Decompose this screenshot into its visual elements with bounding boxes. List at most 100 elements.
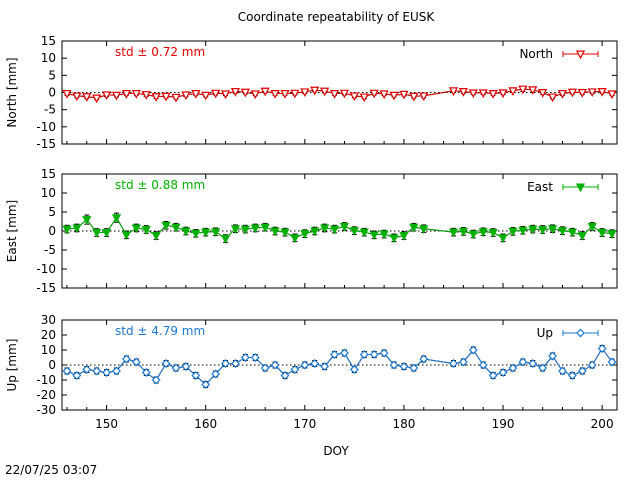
- data-point: [181, 227, 191, 237]
- data-point: [369, 89, 379, 99]
- data-point: [72, 371, 82, 380]
- y-tick-label: -5: [44, 103, 56, 117]
- y-tick-label: -10: [36, 373, 56, 387]
- data-point: [567, 228, 577, 238]
- timestamp: 22/07/25 03:07: [5, 463, 97, 477]
- data-point: [359, 93, 369, 103]
- data-point: [607, 357, 617, 367]
- data-point: [458, 227, 468, 237]
- y-tick-label: -10: [36, 120, 56, 134]
- data-point: [419, 225, 429, 234]
- data-point: [320, 87, 330, 97]
- data-point: [340, 348, 349, 358]
- y-axis-label: East [mm]: [5, 200, 19, 262]
- data-point: [379, 230, 389, 240]
- data-point: [280, 228, 290, 238]
- data-point: [82, 93, 92, 102]
- x-tick-label: 150: [95, 417, 118, 431]
- data-point: [349, 227, 359, 236]
- data-point: [191, 229, 201, 239]
- data-point: [389, 360, 399, 370]
- data-point: [300, 230, 310, 239]
- data-point: [201, 380, 211, 389]
- data-point: [240, 353, 250, 362]
- std-label: std ± 0.88 mm: [115, 178, 205, 192]
- data-point: [419, 92, 429, 102]
- y-tick-label: -10: [36, 262, 56, 276]
- y-tick-label: -20: [36, 388, 56, 402]
- data-point: [448, 228, 459, 238]
- data-point: [508, 227, 518, 237]
- data-point: [72, 224, 82, 234]
- data-point: [409, 363, 419, 373]
- legend-label: North: [519, 47, 553, 61]
- data-point: [92, 229, 102, 238]
- data-point: [181, 362, 191, 371]
- panel-north: -15 -10 -5 0 5 10 15 North [mm] std ± 0.72 mm Nor…: [5, 34, 618, 151]
- y-tick-label: -15: [36, 281, 56, 295]
- data-point: [240, 88, 250, 98]
- data-point: [567, 371, 577, 380]
- data-point: [181, 91, 191, 101]
- data-point: [557, 227, 568, 236]
- figure-title: Coordinate repeatability of EUSK: [238, 10, 436, 24]
- y-tick-label: 10: [41, 343, 56, 357]
- y-axis-label: Up [mm]: [5, 339, 19, 392]
- data-point: [359, 228, 369, 238]
- data-point: [320, 362, 330, 371]
- data-point: [369, 350, 379, 359]
- data-point: [300, 360, 310, 370]
- data-point: [161, 359, 171, 368]
- data-point: [92, 366, 102, 376]
- y-tick-label: 20: [41, 328, 56, 342]
- data-point: [458, 87, 468, 97]
- data-point: [82, 216, 92, 225]
- data-point: [587, 360, 597, 370]
- y-tick-label: 30: [41, 313, 56, 327]
- series-line: [66, 347, 613, 386]
- data-point: [577, 89, 587, 98]
- data-point: [220, 235, 231, 244]
- data-point: [112, 366, 121, 376]
- data-point: [230, 87, 241, 97]
- data-point: [607, 230, 617, 239]
- data-point: [488, 90, 498, 99]
- y-tick-label: 0: [48, 224, 56, 238]
- y-tick-label: 5: [48, 205, 56, 219]
- data-point: [310, 86, 320, 96]
- data-point: [82, 365, 92, 374]
- data-point: [290, 365, 300, 374]
- data-point: [240, 225, 250, 235]
- y-tick-label: -5: [44, 243, 56, 257]
- data-point: [389, 234, 399, 244]
- data-point: [488, 229, 498, 238]
- data-point: [171, 93, 181, 103]
- y-tick-label: 0: [48, 358, 56, 372]
- data-point: [468, 89, 478, 99]
- data-point: [329, 90, 340, 99]
- data-point: [379, 90, 389, 100]
- data-point: [250, 224, 260, 234]
- data-point: [498, 368, 508, 377]
- data-point: [449, 359, 458, 368]
- data-point: [260, 87, 270, 97]
- data-point: [468, 230, 478, 240]
- x-axis-label: DOY: [323, 444, 349, 458]
- data-point: [597, 87, 607, 97]
- data-point: [399, 362, 409, 371]
- data-point: [250, 353, 260, 362]
- data-point: [508, 363, 518, 373]
- data-point: [131, 357, 141, 367]
- data-point: [488, 371, 498, 380]
- data-point: [151, 93, 161, 102]
- data-point: [141, 91, 151, 100]
- x-tick-label: 170: [293, 417, 316, 431]
- data-point: [369, 231, 379, 241]
- data-point: [577, 232, 587, 241]
- x-tick-label: 180: [392, 417, 415, 431]
- panel-east: -15 -10 -5 0 5 10 15 East [mm] std ± 0.88 mm East: [5, 167, 618, 295]
- data-point: [528, 86, 538, 96]
- data-point: [141, 368, 151, 377]
- legend-marker: [576, 328, 585, 338]
